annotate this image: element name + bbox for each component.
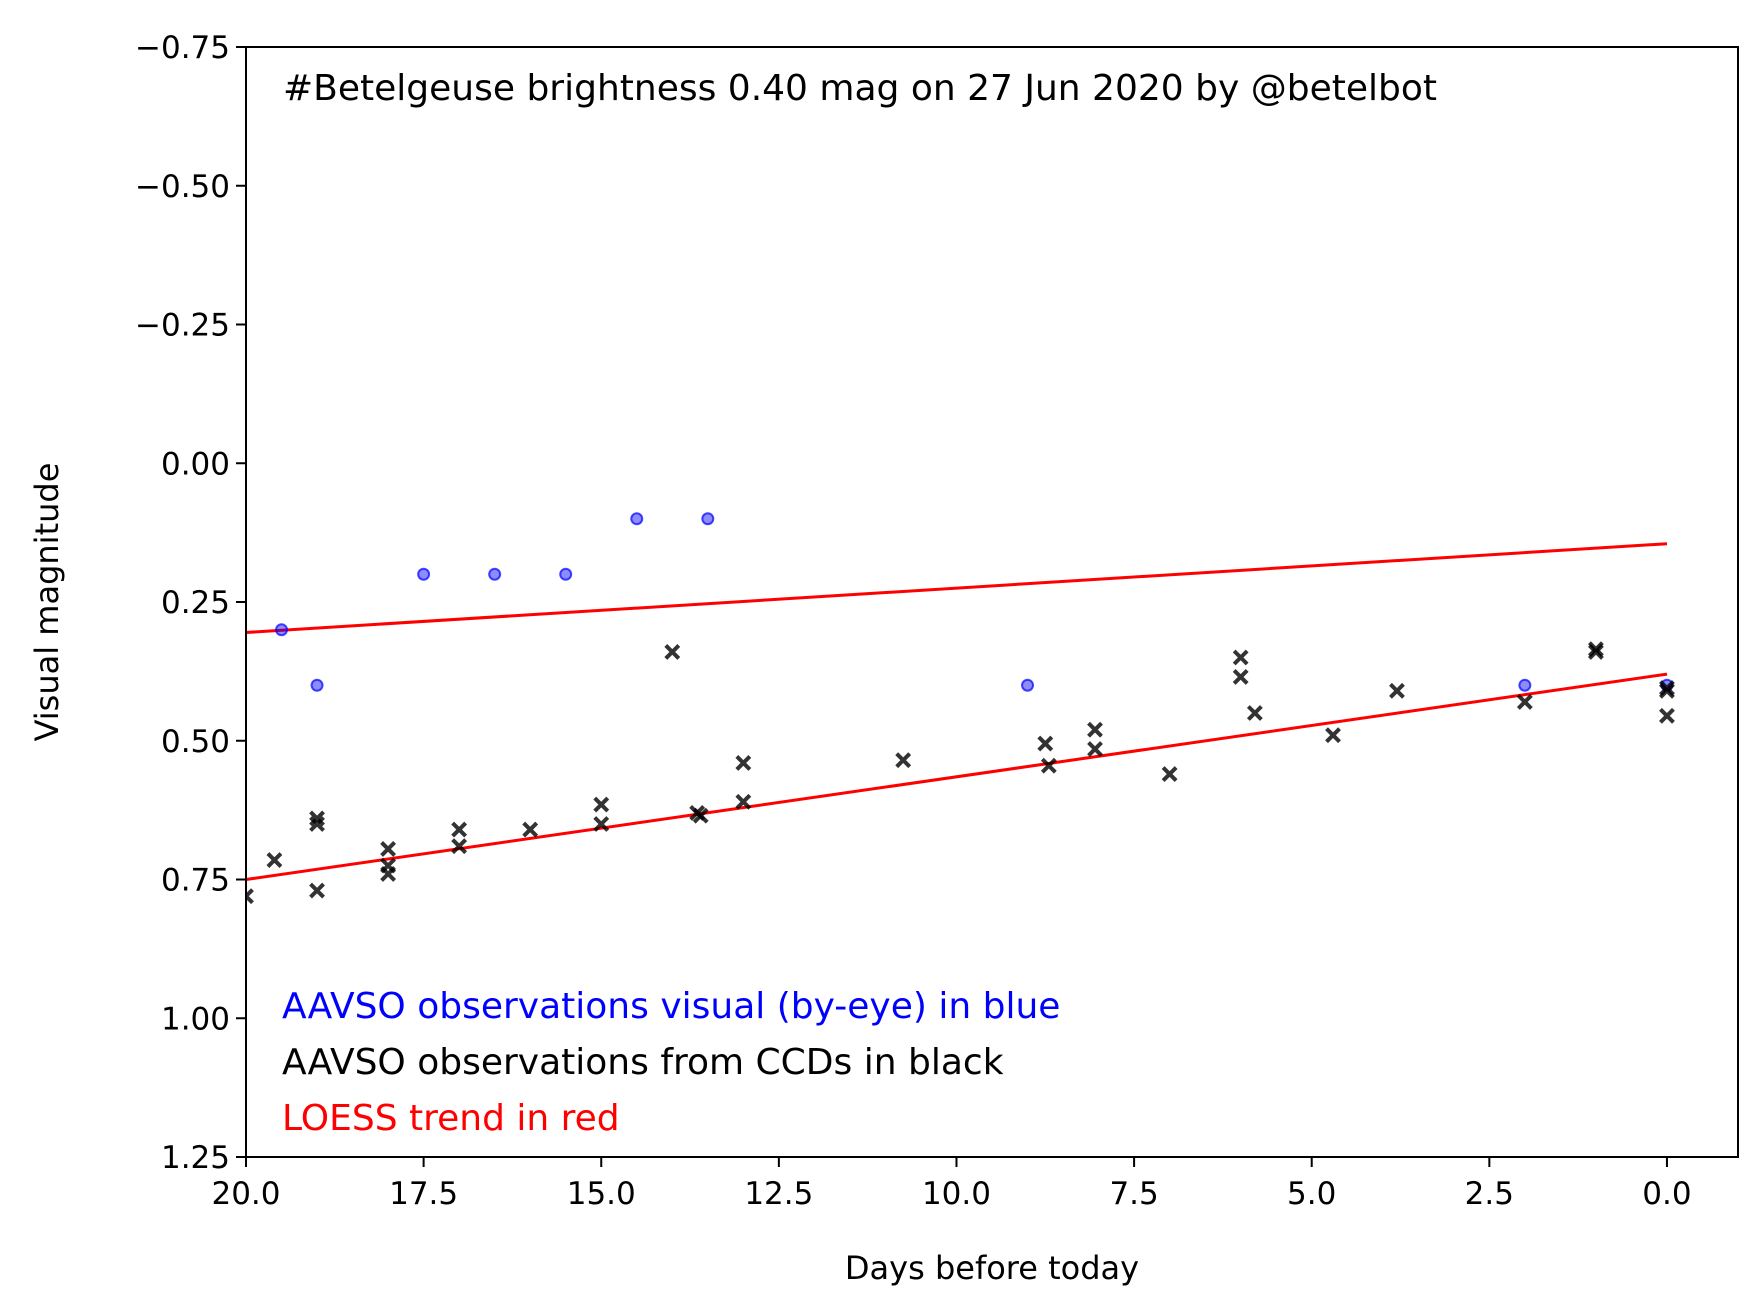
legend-trend-label: LOESS trend in red: [282, 1098, 620, 1139]
ccd-observation-point: [309, 816, 325, 832]
ccd-observation-point: [1087, 721, 1103, 738]
ccd-observation-point: [309, 882, 325, 899]
ccd-observation-point: [522, 821, 539, 838]
legend-ccd-label: AAVSO observations from CCDs in black: [282, 1042, 1004, 1083]
visual-observation-point: [701, 512, 715, 526]
visual-observation-point: [275, 623, 289, 637]
y-axis: −0.75 −0.50 −0.25 0.00 0.25 0.50 0.75 1.00 1.25: [135, 30, 246, 1176]
ccd-observation-point: [692, 807, 709, 824]
ccd-observation-point: [1325, 727, 1341, 744]
ccd-observation-point: [593, 796, 610, 813]
y-tick-label: 1.00: [161, 1001, 230, 1037]
visual-observation-point: [630, 512, 644, 526]
ccd-observation-point: [735, 755, 752, 771]
ccd-observation-point: [1161, 766, 1178, 782]
visual-observation-point: [1518, 678, 1532, 692]
y-tick-label: −0.25: [135, 308, 230, 344]
y-tick-label: 0.00: [161, 446, 230, 482]
ccd-observation-point: [309, 810, 325, 827]
visual-observation-point: [559, 567, 573, 581]
ccd-observation-point: [1037, 735, 1054, 752]
y-tick-label: −0.50: [135, 169, 230, 205]
ccd-observation-point: [1087, 741, 1103, 757]
y-tick-label: 0.50: [161, 724, 230, 760]
x-axis: 20.0 17.5 15.0 12.5 10.0 7.5 5.0 2.5 0.0: [211, 1157, 1692, 1212]
ccd-observation-point: [1389, 682, 1405, 699]
x-tick-label: 5.0: [1287, 1176, 1336, 1212]
ccd-observation-point: [380, 841, 397, 857]
ccd-observation-point: [664, 644, 681, 660]
x-tick-label: 17.5: [389, 1176, 458, 1212]
ccd-observation-point: [1232, 669, 1249, 685]
y-tick-label: 0.25: [161, 585, 230, 621]
ccd-observation-point: [1516, 693, 1533, 710]
x-tick-label: 15.0: [567, 1176, 636, 1212]
trend-line-trend-lower: [246, 672, 1668, 881]
ccd-observation-point: [451, 821, 468, 838]
ccd-observation-point: [593, 816, 610, 832]
ccd-observation-point: [1040, 757, 1057, 774]
x-tick-label: 10.0: [922, 1176, 991, 1212]
y-tick-label: 1.25: [161, 1140, 230, 1176]
trend-line-trend-upper: [246, 542, 1668, 634]
ccd-observation-point: [451, 838, 468, 855]
visual-observation-point: [417, 567, 431, 581]
ccd-observation-point: [266, 852, 283, 868]
ccd-observation-point: [895, 752, 912, 769]
y-tick-label: 0.75: [161, 863, 230, 899]
visual-observation-point: [1021, 678, 1035, 692]
y-axis-label: Visual magnitude: [28, 463, 66, 742]
ccd-observation-point: [1659, 682, 1675, 699]
x-tick-label: 2.5: [1465, 1176, 1514, 1212]
ccd-observation-point: [1246, 705, 1263, 721]
x-tick-label: 7.5: [1109, 1176, 1158, 1212]
visual-observation-point: [488, 567, 502, 581]
ccd-observation-point: [1232, 649, 1249, 666]
plot-marks: [246, 512, 1675, 905]
ccd-observation-point: [246, 888, 254, 905]
ccd-observation-point: [1587, 644, 1604, 660]
ccd-observation-point: [380, 866, 397, 882]
x-axis-label: Days before today: [845, 1249, 1139, 1287]
visual-observation-point: [310, 678, 324, 692]
x-tick-label: 0.0: [1642, 1176, 1691, 1212]
ccd-observation-point: [735, 793, 752, 810]
x-tick-label: 20.0: [211, 1176, 280, 1212]
x-tick-label: 12.5: [744, 1176, 813, 1212]
ccd-observation-point: [1659, 707, 1675, 724]
chart-title: #Betelgeuse brightness 0.40 mag on 27 Ju…: [283, 68, 1437, 109]
y-tick-label: −0.75: [135, 30, 230, 66]
legend-visual-label: AAVSO observations visual (by-eye) in bl…: [282, 986, 1060, 1027]
